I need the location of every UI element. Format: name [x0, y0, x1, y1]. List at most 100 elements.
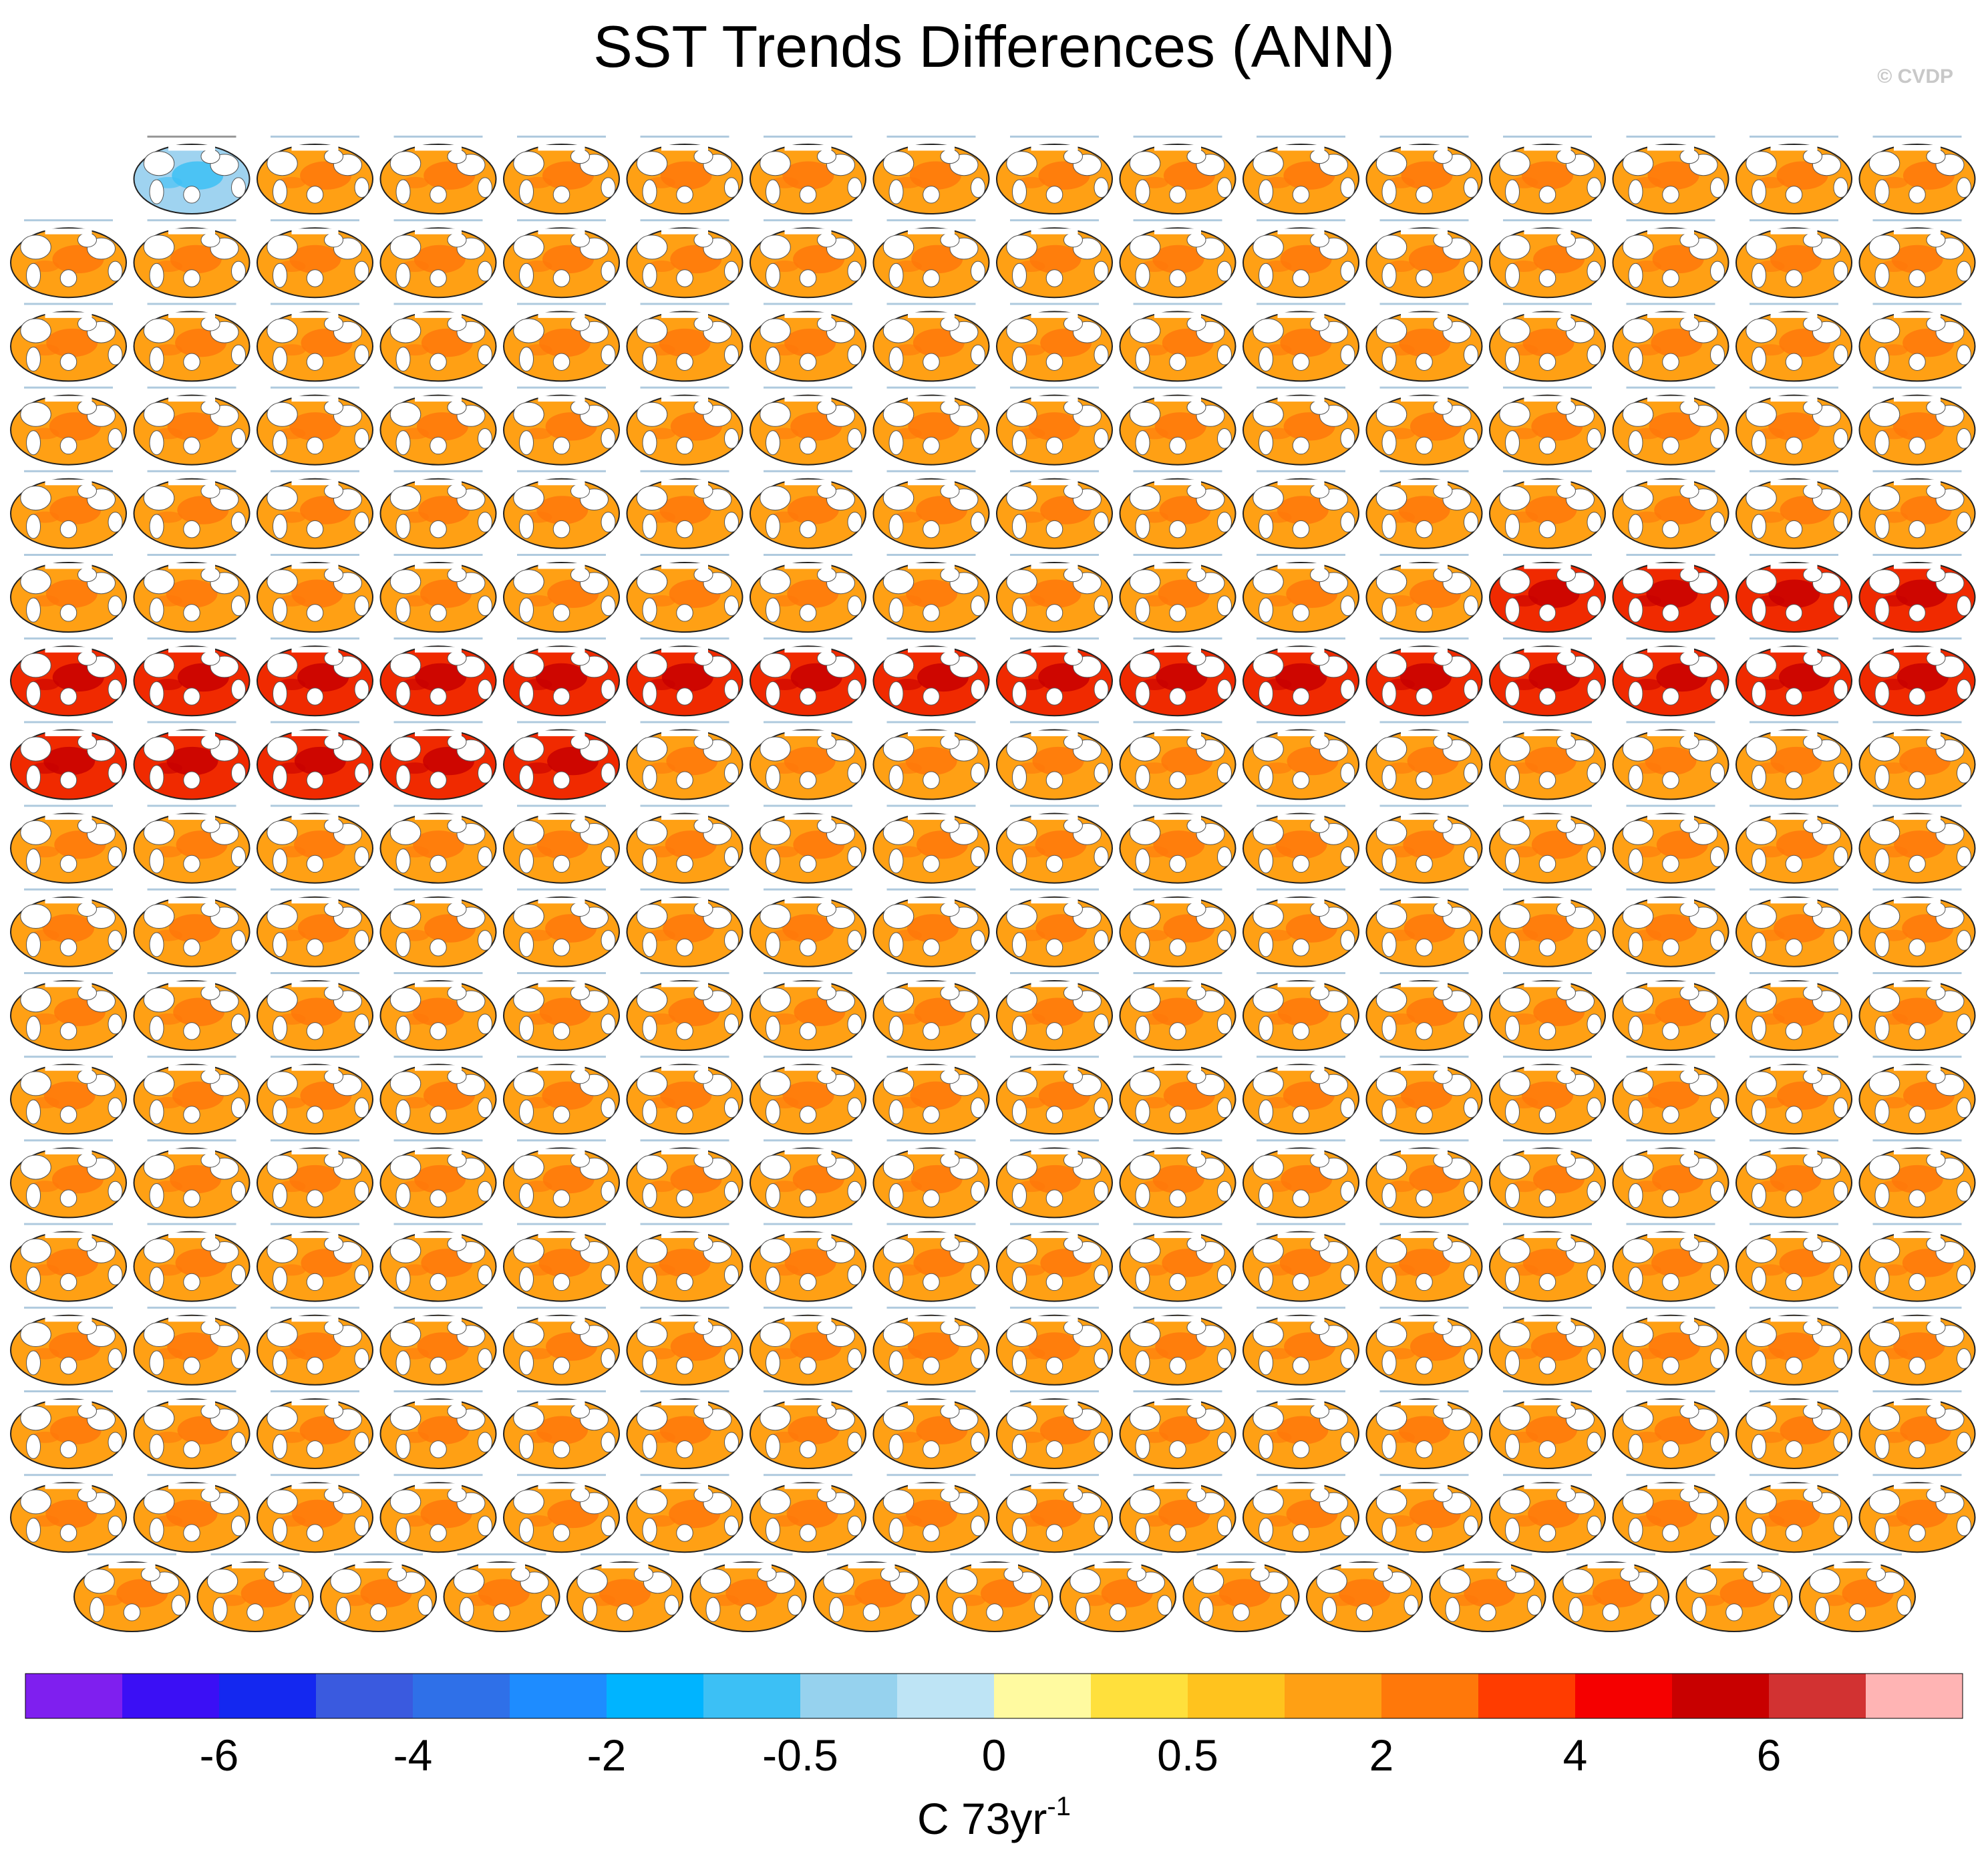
map-panel: [626, 804, 743, 884]
land: [200, 818, 220, 833]
land: [1217, 1264, 1232, 1285]
map-panel: [750, 1390, 866, 1469]
map-panel: [996, 637, 1113, 717]
land: [1926, 400, 1946, 415]
land: [513, 987, 544, 1013]
land: [693, 901, 713, 917]
land: [1556, 1236, 1576, 1251]
sea-ice: [661, 1315, 708, 1322]
land: [478, 1264, 492, 1285]
land: [1662, 436, 1679, 455]
land: [20, 987, 51, 1013]
land: [940, 651, 960, 666]
land: [1381, 764, 1397, 790]
land: [799, 1440, 817, 1458]
land: [952, 1597, 967, 1622]
land: [1340, 595, 1355, 617]
land: [1909, 520, 1926, 538]
land: [59, 436, 77, 455]
sea-ice: [45, 897, 92, 904]
panel-grid: [10, 136, 1976, 1632]
sea-ice: [1647, 814, 1694, 820]
land: [231, 177, 246, 198]
map-panel: [626, 721, 743, 800]
land: [823, 1569, 854, 1594]
land: [940, 1152, 960, 1168]
land: [389, 1071, 422, 1096]
sea-ice: [415, 647, 462, 653]
land: [1006, 151, 1037, 176]
sea-ice: [601, 1563, 649, 1569]
sea-ice: [415, 312, 462, 318]
land: [354, 512, 369, 532]
land: [77, 901, 97, 917]
map-panel: [257, 804, 373, 884]
panel-caption: [1626, 1474, 1715, 1477]
land: [1874, 1099, 1890, 1124]
land: [880, 1566, 900, 1582]
land: [1803, 567, 1822, 583]
sea-ice: [1401, 1232, 1448, 1239]
land: [430, 269, 447, 287]
map-panel: [10, 1139, 127, 1219]
land: [882, 653, 915, 678]
panel-caption: [1010, 1139, 1099, 1142]
map-panel: [1119, 303, 1236, 382]
land: [642, 1267, 657, 1292]
land: [1464, 679, 1478, 700]
land: [636, 736, 668, 762]
land: [1499, 1406, 1530, 1431]
land: [231, 595, 246, 617]
land: [1679, 818, 1699, 833]
sea-ice: [168, 1315, 215, 1322]
land: [986, 1603, 1003, 1621]
land: [760, 318, 791, 343]
land: [1957, 930, 1971, 951]
land: [1710, 1097, 1725, 1118]
land: [1628, 1350, 1643, 1376]
land: [1012, 1183, 1027, 1209]
land: [1169, 687, 1186, 706]
land: [1259, 263, 1273, 288]
land: [273, 1016, 287, 1041]
land: [1433, 1319, 1453, 1335]
land: [1538, 186, 1556, 204]
land: [149, 346, 164, 371]
land: [1848, 1603, 1866, 1621]
land: [760, 903, 791, 929]
land: [513, 485, 544, 510]
land: [77, 232, 97, 248]
land: [1381, 1350, 1397, 1376]
panel-caption: [393, 1390, 483, 1392]
land: [513, 1154, 544, 1180]
land: [636, 820, 668, 845]
land: [1006, 987, 1037, 1013]
land: [200, 1319, 220, 1335]
land: [77, 1319, 97, 1335]
land: [354, 762, 369, 784]
map-panel: [1612, 804, 1729, 884]
land: [570, 483, 590, 498]
land: [395, 764, 411, 790]
panel-caption: [1503, 1223, 1592, 1225]
sea-ice: [45, 312, 92, 318]
land: [1135, 1099, 1150, 1124]
land: [395, 1350, 411, 1376]
land: [1006, 569, 1037, 595]
land: [1874, 1183, 1890, 1209]
map-panel: [626, 1056, 743, 1135]
land: [799, 687, 817, 706]
land: [1568, 1597, 1583, 1622]
sea-ice: [784, 145, 832, 151]
land: [59, 1356, 77, 1375]
land: [923, 1022, 940, 1040]
map-panel: [1675, 1553, 1793, 1632]
sea-ice: [291, 814, 339, 820]
land: [1874, 848, 1890, 874]
map-panel: [503, 1474, 620, 1553]
map-panel: [1489, 303, 1606, 382]
panel-caption: [1626, 470, 1715, 472]
land: [847, 595, 862, 617]
land: [1538, 1356, 1556, 1375]
land: [143, 1154, 175, 1180]
